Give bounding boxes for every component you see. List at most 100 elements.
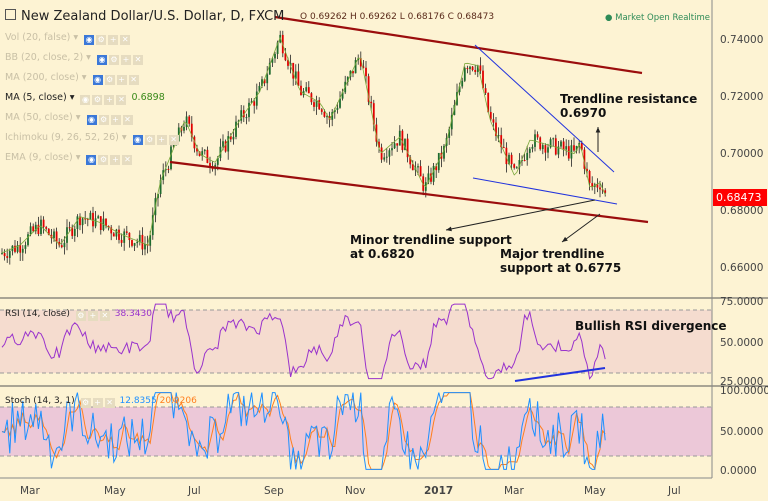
candle [461, 80, 464, 87]
candle [196, 148, 198, 152]
close-icon[interactable]: ✕ [122, 115, 133, 125]
arrow-head [595, 127, 601, 133]
candle [372, 103, 375, 125]
candle [588, 170, 591, 184]
indicator-legend[interactable]: MA (200, close) ▾ ◉ ⚙ + ✕ [5, 72, 139, 85]
candle [323, 111, 326, 117]
plus-icon[interactable]: + [110, 155, 121, 165]
eye-icon[interactable]: ◉ [84, 35, 95, 45]
indicator-label: MA (200, close) [5, 72, 79, 83]
candle [47, 228, 50, 235]
close-icon[interactable]: ✕ [120, 35, 131, 45]
eye-icon[interactable]: ◉ [86, 155, 97, 165]
close-icon[interactable]: ✕ [132, 55, 143, 65]
candle [370, 101, 373, 104]
candle [336, 107, 339, 110]
plus-icon[interactable]: + [108, 35, 119, 45]
candle [105, 218, 107, 226]
candle [313, 102, 315, 107]
candle [258, 85, 261, 92]
close-icon[interactable]: ✕ [116, 95, 127, 105]
candle [198, 151, 201, 156]
eye-icon[interactable]: ◉ [80, 95, 91, 105]
eye-icon[interactable]: ◉ [92, 75, 103, 85]
candle [167, 168, 170, 170]
candle [125, 231, 128, 233]
candle [367, 76, 370, 102]
rsi-label: RSI (14, close) ⚙ + ✕ 38.3430 [5, 309, 152, 321]
candle [16, 245, 19, 252]
candle [552, 138, 555, 140]
indicator-legend[interactable]: Vol (20, false) ▾ ◉ ⚙ + ✕ [5, 32, 131, 45]
candle [229, 136, 232, 140]
candle [562, 141, 565, 150]
settings-icon[interactable]: ⚙ [98, 155, 109, 165]
candle [508, 154, 510, 165]
stoch-tick: 0.0000 [720, 465, 757, 477]
ma-line [1, 36, 606, 254]
settings-icon[interactable]: ⚙ [104, 75, 115, 85]
candle [573, 145, 575, 151]
settings-icon[interactable]: ⚙ [96, 35, 107, 45]
settings-icon[interactable]: ⚙ [108, 55, 119, 65]
collapse-icon[interactable] [5, 9, 16, 20]
indicator-legend[interactable]: MA (5, close) ▾ ◉ ⚙ + ✕ 0.6898 [5, 92, 165, 105]
candle [86, 218, 89, 220]
candle [513, 164, 516, 168]
indicator-legend[interactable]: Ichimoku (9, 26, 52, 26) ▾ ◉ ⚙ + ✕ [5, 132, 179, 145]
candle [596, 184, 599, 188]
candle [549, 139, 552, 148]
plus-icon[interactable]: + [110, 115, 121, 125]
candle [289, 62, 292, 66]
eye-icon[interactable]: ◉ [132, 135, 143, 145]
plus-icon[interactable]: + [104, 95, 115, 105]
candle [534, 134, 536, 147]
candle [19, 245, 22, 253]
candle [352, 70, 354, 74]
candle [604, 190, 607, 193]
plus-icon[interactable]: + [120, 55, 131, 65]
ohlc-readout: O 0.69262 H 0.69262 L 0.68176 C 0.68473 [300, 12, 495, 22]
indicator-legend[interactable]: BB (20, close, 2) ▾ ◉ ⚙ + ✕ [5, 52, 143, 65]
candle [190, 123, 193, 137]
candle [245, 117, 248, 119]
candle [235, 121, 237, 137]
plus-icon[interactable]: + [156, 135, 167, 145]
candle [112, 233, 115, 237]
eye-icon[interactable]: ◉ [86, 115, 97, 125]
settings-icon[interactable]: ⚙ [92, 95, 103, 105]
indicator-legend[interactable]: MA (50, close) ▾ ◉ ⚙ + ✕ [5, 112, 133, 125]
close-icon[interactable]: ✕ [168, 135, 179, 145]
settings-icon[interactable]: ⚙ [98, 115, 109, 125]
candle [375, 124, 378, 142]
eye-icon[interactable]: ◉ [96, 55, 107, 65]
candle [92, 212, 94, 227]
candle [227, 136, 230, 152]
indicator-legend[interactable]: EMA (9, close) ▾ ◉ ⚙ + ✕ [5, 152, 133, 165]
candle [432, 165, 435, 182]
candle [6, 256, 9, 258]
plus-icon[interactable]: + [116, 75, 127, 85]
candle [118, 229, 120, 240]
candle [380, 147, 383, 160]
settings-icon[interactable]: ⚙ [144, 135, 155, 145]
candle [541, 145, 544, 150]
candle [427, 173, 430, 183]
candle [404, 138, 406, 151]
candle [515, 167, 518, 169]
candle [393, 143, 396, 149]
date-tick: Mar [504, 485, 524, 497]
close-icon[interactable]: ✕ [128, 75, 139, 85]
candle [497, 135, 500, 137]
candle [73, 228, 76, 236]
stoch-d-value: 20.9206 [159, 396, 197, 406]
candle [362, 66, 365, 68]
close-icon[interactable]: ✕ [122, 155, 133, 165]
settings-icon: ⚙ [80, 398, 91, 408]
candle [341, 92, 344, 99]
candle [328, 116, 331, 120]
candle [68, 227, 71, 229]
candle [448, 129, 451, 138]
symbol-title: New Zealand Dollar/U.S. Dollar, D, FXCM [5, 9, 284, 24]
